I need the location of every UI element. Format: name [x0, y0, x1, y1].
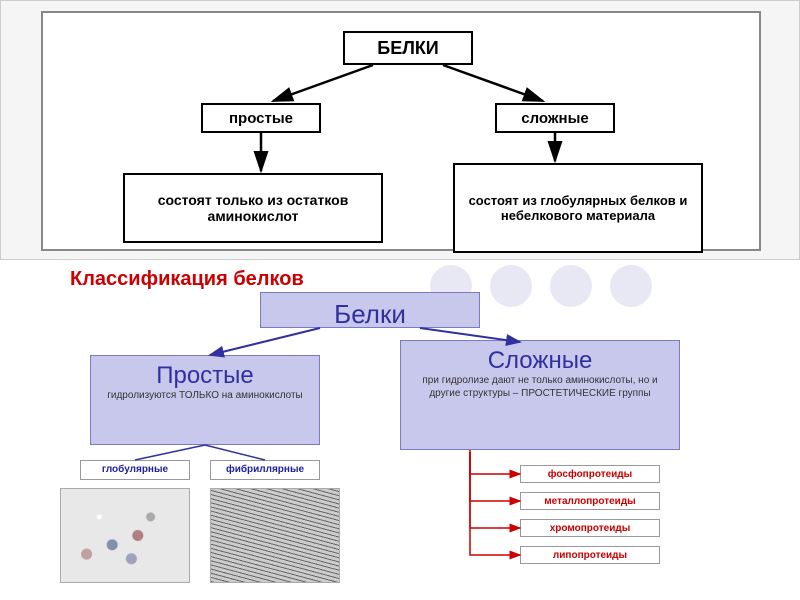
- node-proteins-root-2: Белки: [260, 292, 480, 328]
- node-main-label: Сложные: [407, 347, 673, 375]
- node-complex-2: Сложные при гидролизе дают не только ами…: [400, 340, 680, 450]
- node-sub-label: при гидролизе дают не только аминокислот…: [407, 375, 673, 400]
- section-title: Классификация белков: [70, 268, 304, 291]
- node-sub-label: гидролизуются ТОЛЬКО на аминокислоты: [97, 390, 313, 403]
- fiber-image: [210, 488, 340, 583]
- simple-subtype-box: глобулярные: [80, 460, 190, 480]
- complex-subtype-box: металлопротеиды: [520, 492, 660, 510]
- complex-subtype-box: липопротеиды: [520, 546, 660, 564]
- deco-circle: [490, 265, 532, 307]
- complex-subtype-box: фосфопротеиды: [520, 465, 660, 483]
- node-main-label: Простые: [97, 362, 313, 390]
- complex-subtype-box: хромопротеиды: [520, 519, 660, 537]
- top-diagram-frame: БЕЛКИ простые сложные состоят только из …: [41, 11, 761, 251]
- deco-circle: [550, 265, 592, 307]
- top-diagram-arrows: [43, 13, 763, 253]
- bottom-diagram-section: Классификация белков Белки Простые гидро…: [0, 260, 800, 600]
- top-diagram-section: БЕЛКИ простые сложные состоят только из …: [0, 0, 800, 260]
- simple-subtype-box: фибриллярные: [210, 460, 320, 480]
- title-text: Классификация белков: [70, 268, 304, 290]
- deco-circle: [610, 265, 652, 307]
- node-main-label: Белки: [267, 299, 473, 330]
- molecule-image: [60, 488, 190, 583]
- node-simple-2: Простые гидролизуются ТОЛЬКО на аминокис…: [90, 355, 320, 445]
